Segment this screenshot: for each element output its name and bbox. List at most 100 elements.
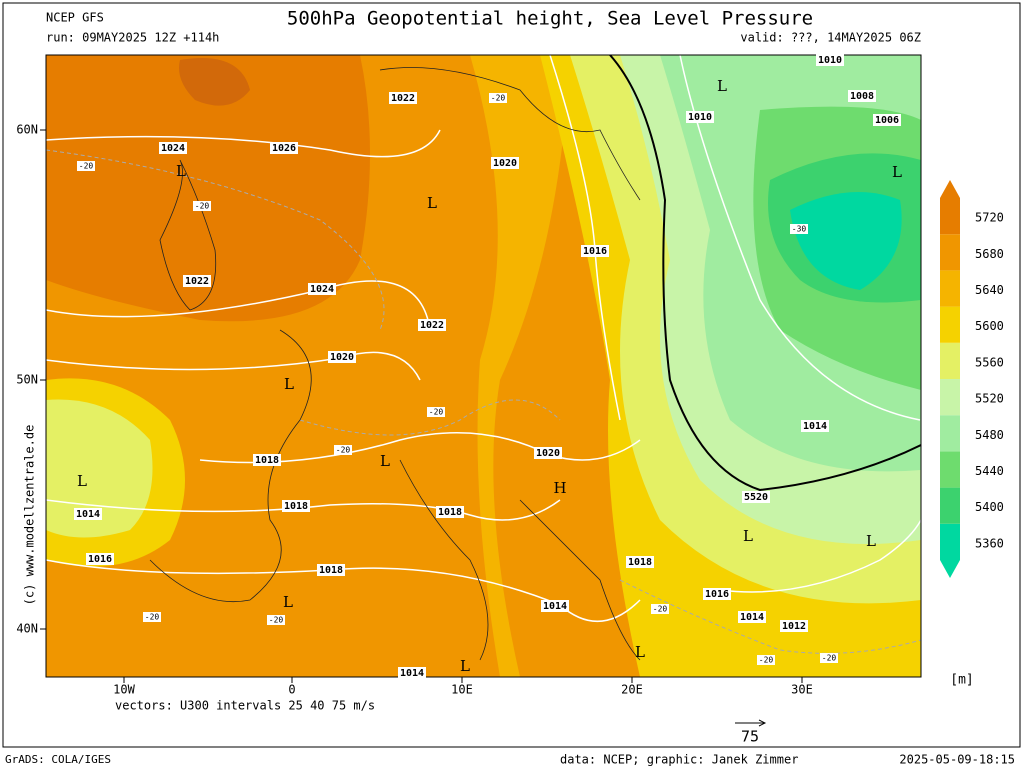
isobar-label-bg (848, 90, 876, 102)
isobar-label: 1020 (493, 158, 517, 169)
temperature-label-bg (489, 93, 507, 103)
temperature-label: -20 (145, 613, 160, 622)
lat-label: 60N (16, 123, 38, 137)
temperature-label: -20 (269, 616, 284, 625)
colorbar-swatch (940, 198, 960, 235)
page-frame (2, 2, 1021, 748)
isobar-label: 1022 (420, 320, 444, 331)
isobar-label-bg (780, 620, 808, 632)
colorbar-swatch (940, 379, 960, 416)
isobar-label: 1014 (803, 421, 827, 432)
isobar-label-bg (317, 564, 345, 576)
isobar-label-bg (816, 54, 844, 66)
temperature-label-bg (143, 612, 161, 622)
vector-caption: vectors: U300 intervals 25 40 75 m/s (115, 699, 375, 713)
temperature-label-bg (334, 445, 352, 455)
isobar-label: 1020 (330, 352, 354, 363)
isobar-label: 1008 (850, 91, 874, 102)
temperature-label: -20 (822, 654, 837, 663)
isobar-label-bg (86, 553, 114, 565)
isobar-label: 1018 (319, 565, 343, 576)
pressure-center: L (460, 657, 470, 675)
isobar-label-bg (282, 500, 310, 512)
temperature-label: -20 (195, 202, 210, 211)
isobar-label-bg (308, 283, 336, 295)
lat-label: 40N (16, 622, 38, 636)
vector-scale-label: 75 (741, 728, 759, 746)
colorbar-label: 5440 (975, 464, 1004, 478)
pressure-center: L (176, 162, 186, 180)
isobar-label-bg (686, 111, 714, 123)
colorbar-swatch (940, 342, 960, 379)
isobar-label: 1010 (818, 55, 842, 66)
temperature-label: -20 (491, 94, 506, 103)
isobar-label-bg (738, 611, 766, 623)
isobar-label: 1026 (272, 143, 296, 154)
isobar-label-bg (159, 142, 187, 154)
isobar-label: 1022 (185, 276, 209, 287)
side-credit: (c) www.modellzentrale.de (23, 425, 37, 606)
colorbar-label: 5480 (975, 428, 1004, 442)
isobar-label-bg (534, 447, 562, 459)
colorbar-label: 5400 (975, 500, 1004, 514)
isobar-label: 1014 (543, 601, 567, 612)
isobar-label-bg (253, 454, 281, 466)
temperature-label: -30 (792, 225, 807, 234)
colorbar-label: 5600 (975, 319, 1004, 333)
colorbar-label: 5720 (975, 211, 1004, 225)
isobar-label-bg (418, 319, 446, 331)
isobar-label: 1018 (438, 507, 462, 518)
pressure-center: L (283, 593, 293, 611)
isobar-label: 1016 (88, 554, 112, 565)
isobar-label-bg (270, 142, 298, 154)
isobar-label: 1014 (740, 612, 764, 623)
isobar-label-bg (491, 157, 519, 169)
colorbar-tip-bottom (940, 560, 960, 578)
colorbar-swatch (940, 234, 960, 271)
temperature-label: -20 (429, 408, 444, 417)
pressure-center: L (866, 532, 876, 550)
isobar-label: 1024 (310, 284, 334, 295)
isobar-label: 1018 (255, 455, 279, 466)
model-name: NCEP GFS (46, 11, 104, 25)
pressure-center: L (717, 77, 727, 95)
map-title: 500hPa Geopotential height, Sea Level Pr… (287, 8, 813, 30)
isobar-label-bg (703, 588, 731, 600)
colorbar-swatch (940, 523, 960, 560)
colorbar-label: 5680 (975, 247, 1004, 261)
temperature-label-bg (77, 161, 95, 171)
temperature-label-bg (427, 407, 445, 417)
isobar-label: 1024 (161, 143, 185, 154)
temperature-label-bg (267, 615, 285, 625)
colorbar-label: 5640 (975, 283, 1004, 297)
lon-label: 0 (288, 683, 295, 697)
colorbar-label: 5360 (975, 536, 1004, 550)
isobar-label-bg (873, 114, 901, 126)
isobar-label: 1014 (400, 668, 424, 679)
footer-center: data: NCEP; graphic: Janek Zimmer (560, 753, 798, 767)
colorbar-unit: [m] (950, 673, 973, 688)
isobar-label-bg (581, 245, 609, 257)
isobar-label-bg (626, 556, 654, 568)
temperature-label-bg (820, 653, 838, 663)
temperature-label: -20 (759, 656, 774, 665)
map-fill (46, 55, 921, 677)
colorbar-swatch (940, 306, 960, 343)
isobar-label-bg (541, 600, 569, 612)
temperature-label-bg (757, 655, 775, 665)
isobar-label: 1016 (583, 246, 607, 257)
lon-label: 20E (621, 683, 643, 697)
temperature-label: -20 (79, 162, 94, 171)
colorbar-label: 5520 (975, 392, 1004, 406)
isobar-label: 1020 (536, 448, 560, 459)
valid-info: valid: ???, 14MAY2025 06Z (740, 31, 921, 45)
footer-left: GrADS: COLA/IGES (5, 753, 111, 766)
lon-label: 10E (451, 683, 473, 697)
pressure-center: H (553, 479, 566, 497)
pressure-center: L (284, 375, 294, 393)
isobar-label-bg (183, 275, 211, 287)
isobar-label-bg (436, 506, 464, 518)
isobar-label: 1006 (875, 115, 899, 126)
isobar-label: 1010 (688, 112, 712, 123)
